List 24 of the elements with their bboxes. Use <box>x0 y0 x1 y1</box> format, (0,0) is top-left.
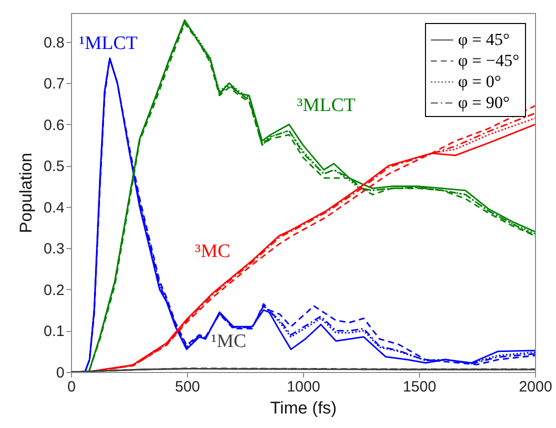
y-tick-label: 0.5 <box>44 158 64 176</box>
x-tick-label: 2000 <box>518 378 552 396</box>
x-tick-label: 0 <box>67 378 76 396</box>
annotation: ¹MLCT <box>79 33 138 54</box>
y-tick-label: 0.3 <box>44 240 64 258</box>
legend-label: φ = −45° <box>458 51 520 70</box>
y-tick-label: 0.6 <box>44 116 64 134</box>
legend-label: φ = 45° <box>458 30 510 49</box>
y-tick-label: 0.4 <box>44 199 64 216</box>
y-tick-label: 0.7 <box>44 76 64 93</box>
y-axis-title: Population <box>16 152 36 234</box>
y-tick-label: 0.1 <box>44 323 64 340</box>
x-tick-label: 1500 <box>402 378 436 396</box>
legend-label: φ = 0° <box>458 72 502 91</box>
legend-label: φ = 90° <box>458 93 510 112</box>
annotation: ¹MC <box>211 331 246 352</box>
x-tick-label: 500 <box>174 378 200 396</box>
y-tick-label: 0.8 <box>44 34 64 52</box>
annotation: ³MLCT <box>297 95 356 116</box>
x-tick-label: 1000 <box>286 378 320 396</box>
y-tick-label: 0 <box>56 364 64 382</box>
y-tick-label: 0.2 <box>44 282 64 299</box>
annotation: ³MC <box>195 241 230 262</box>
x-axis-title: Time (fs) <box>270 398 337 418</box>
